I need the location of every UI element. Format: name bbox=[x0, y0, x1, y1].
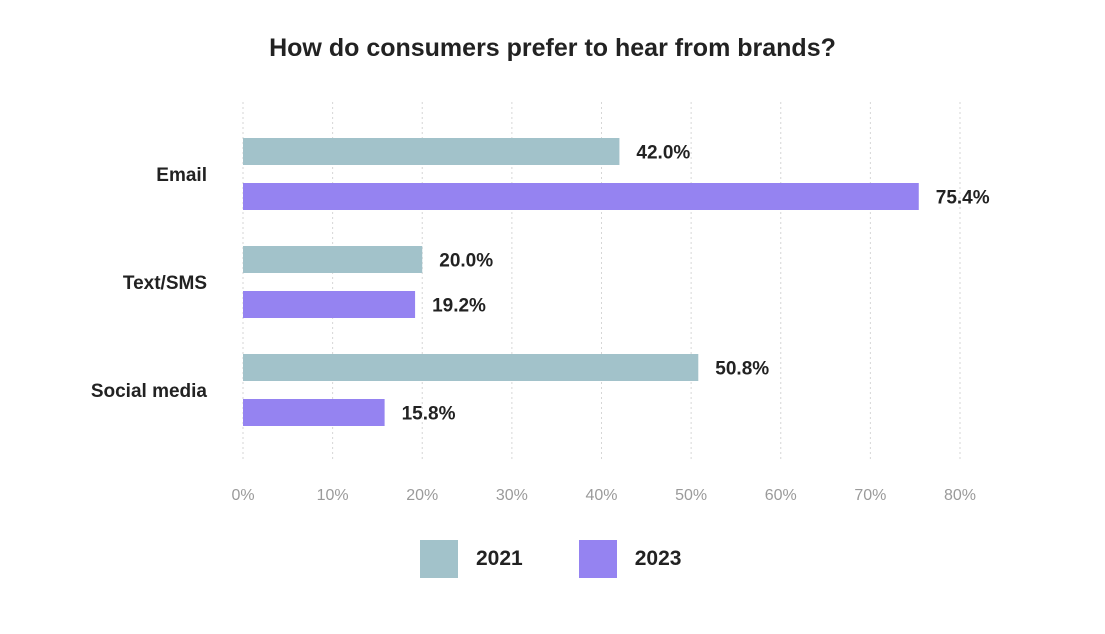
x-tick-label: 50% bbox=[675, 487, 707, 504]
bar-2021-1 bbox=[243, 246, 423, 273]
category-labels: Email Text/SMS Social media bbox=[91, 165, 208, 402]
data-label: 20.0% bbox=[439, 251, 493, 272]
bar-2023-2 bbox=[243, 399, 385, 426]
x-tick-label: 40% bbox=[585, 487, 617, 504]
x-axis-ticks: 0% 10% 20% 30% 40% 50% 60% 70% 80% bbox=[231, 487, 976, 504]
bar-2021-0 bbox=[243, 138, 620, 165]
bar-2023-0 bbox=[243, 183, 919, 210]
data-label: 42.0% bbox=[636, 143, 690, 164]
data-label: 50.8% bbox=[715, 359, 769, 380]
chart-title: How do consumers prefer to hear from bra… bbox=[269, 34, 836, 62]
legend-label-2021: 2021 bbox=[476, 547, 523, 570]
legend-swatch-2021 bbox=[420, 540, 458, 578]
data-label: 15.8% bbox=[402, 404, 456, 425]
x-tick-label: 80% bbox=[944, 487, 976, 504]
legend-item-2023: 2023 bbox=[578, 540, 682, 578]
category-label: Email bbox=[156, 165, 207, 186]
bar-2023-1 bbox=[243, 291, 416, 318]
x-tick-label: 30% bbox=[496, 487, 528, 504]
legend-item-2021: 2021 bbox=[420, 540, 523, 578]
legend-label-2023: 2023 bbox=[634, 547, 682, 570]
category-label: Social media bbox=[91, 381, 208, 402]
x-tick-label: 10% bbox=[317, 487, 349, 504]
category-label: Text/SMS bbox=[123, 273, 207, 294]
x-tick-label: 70% bbox=[854, 487, 886, 504]
bars bbox=[243, 138, 919, 426]
data-label: 75.4% bbox=[936, 188, 990, 209]
bar-2021-2 bbox=[243, 354, 699, 381]
data-labels: 42.0% 20.0% 50.8% 75.4% 19.2% 15.8% bbox=[402, 143, 990, 425]
x-tick-label: 0% bbox=[231, 487, 254, 504]
legend-swatch-2023 bbox=[578, 540, 617, 578]
data-label: 19.2% bbox=[432, 296, 486, 317]
legend: 2021 2023 bbox=[420, 540, 737, 578]
x-tick-label: 60% bbox=[765, 487, 797, 504]
x-tick-label: 20% bbox=[406, 487, 438, 504]
